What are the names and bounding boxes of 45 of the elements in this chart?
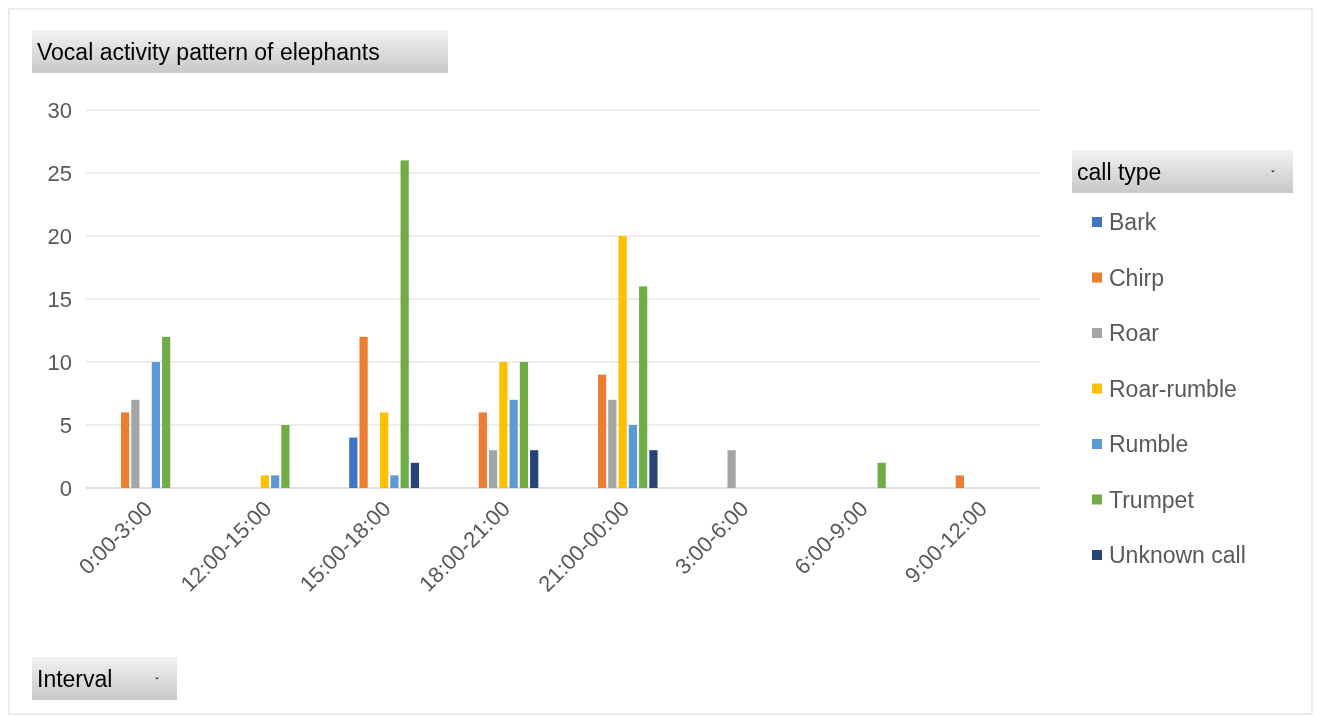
bar <box>649 450 658 488</box>
bar <box>271 475 280 488</box>
bar <box>260 475 269 488</box>
bar <box>499 362 508 488</box>
bar <box>597 374 607 488</box>
bar <box>618 236 627 488</box>
bar <box>120 412 130 488</box>
bar <box>400 160 409 488</box>
bar <box>151 362 160 488</box>
x-axis-title: Interval <box>37 665 113 692</box>
bar <box>955 475 964 488</box>
legend-label: Roar-rumble <box>1109 375 1237 402</box>
chart-title: Vocal activity pattern of elephants <box>37 38 380 65</box>
bar <box>478 412 487 488</box>
legend-label: Rumble <box>1109 431 1189 457</box>
bar <box>608 399 617 488</box>
y-tick-label: 10 <box>47 350 72 375</box>
bar <box>639 286 648 488</box>
legend-label: Trumpet <box>1109 486 1195 513</box>
y-tick-label: 0 <box>59 476 72 501</box>
bar <box>380 412 389 488</box>
legend-title: call type <box>1077 158 1162 185</box>
bar <box>519 362 529 488</box>
bar <box>281 425 290 488</box>
y-tick-label: 30 <box>47 98 72 123</box>
legend-label: Roar <box>1109 320 1160 346</box>
legend-label: Bark <box>1109 209 1157 235</box>
y-tick-label: 25 <box>47 161 72 186</box>
bar <box>410 462 420 488</box>
bar <box>131 399 140 488</box>
bar <box>509 399 518 488</box>
y-tick-label: 5 <box>59 413 72 438</box>
y-tick-label: 15 <box>47 287 72 312</box>
bar <box>877 462 886 488</box>
legend-label: Chirp <box>1109 264 1164 291</box>
bar <box>530 450 539 488</box>
bar <box>349 437 358 488</box>
bar <box>162 336 171 488</box>
bar <box>489 450 498 488</box>
bar <box>359 336 368 488</box>
legend-label: Unknown call <box>1109 542 1246 568</box>
bar <box>727 450 736 488</box>
y-tick-label: 20 <box>47 224 72 249</box>
bar <box>628 425 637 488</box>
bar <box>390 475 399 488</box>
